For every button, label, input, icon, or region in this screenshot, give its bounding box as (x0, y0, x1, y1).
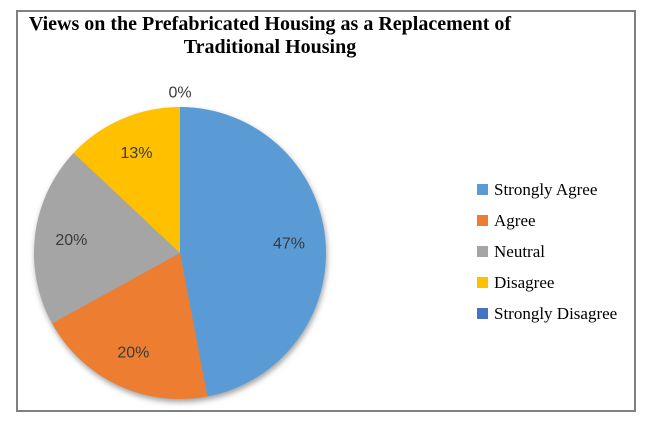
chart-title-line-1: Views on the Prefabricated Housing as a … (28, 13, 512, 35)
data-label-strongly-disagree: 0% (168, 85, 191, 102)
chart-title-line-2: Traditional Housing (183, 36, 357, 58)
pie-slice-agree (52, 253, 208, 399)
pie-chart: 47% 20% 20% 13% 0% (34, 85, 326, 399)
data-label-agree: 20% (117, 345, 149, 362)
legend-item-neutral: Neutral (477, 243, 617, 260)
data-label-disagree: 13% (120, 145, 152, 162)
data-label-neutral: 20% (55, 232, 87, 249)
legend-label-disagree: Disagree (494, 273, 555, 292)
legend-swatch-disagree (477, 277, 488, 288)
legend-label-agree: Agree (494, 211, 536, 230)
legend-item-strongly-agree: Strongly Agree (477, 181, 617, 198)
pie-data-labels: 47% 20% 20% 13% 0% (55, 85, 305, 362)
legend-label-neutral: Neutral (494, 242, 545, 261)
legend-item-strongly-disagree: Strongly Disagree (477, 305, 617, 322)
pie-slices (34, 107, 326, 399)
data-label-strongly-agree: 47% (273, 235, 305, 252)
legend-swatch-strongly-agree (477, 184, 488, 195)
legend-item-agree: Agree (477, 212, 617, 229)
legend-label-strongly-agree: Strongly Agree (494, 180, 598, 199)
chart-title: Views on the Prefabricated Housing as a … (20, 13, 520, 59)
pie-slice-neutral (34, 153, 180, 324)
legend-swatch-neutral (477, 246, 488, 257)
legend-item-disagree: Disagree (477, 274, 617, 291)
pie-slice-strongly-agree (180, 107, 326, 397)
legend: Strongly Agree Agree Neutral Disagree Strong… (477, 181, 617, 322)
legend-swatch-strongly-disagree (477, 308, 488, 319)
legend-label-strongly-disagree: Strongly Disagree (494, 304, 618, 323)
legend-swatch-agree (477, 215, 488, 226)
pie-slice-disagree (73, 107, 180, 253)
